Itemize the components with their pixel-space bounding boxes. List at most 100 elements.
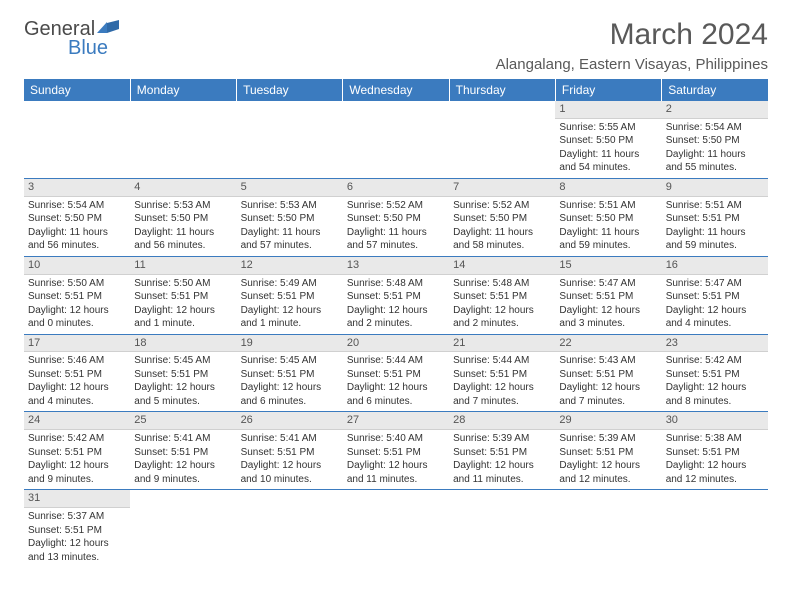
sunset-line: Sunset: 5:51 PM	[28, 290, 126, 304]
sunset-line: Sunset: 5:51 PM	[666, 368, 764, 382]
day-number: 5	[237, 179, 343, 197]
daylight-line: Daylight: 11 hours and 57 minutes.	[241, 226, 339, 253]
sunrise-line: Sunrise: 5:53 AM	[241, 199, 339, 213]
sunset-line: Sunset: 5:51 PM	[28, 524, 126, 538]
sunset-line: Sunset: 5:51 PM	[666, 446, 764, 460]
weekday-header: Friday	[555, 79, 661, 101]
daylight-line: Daylight: 11 hours and 59 minutes.	[559, 226, 657, 253]
sunrise-line: Sunrise: 5:53 AM	[134, 199, 232, 213]
sunrise-line: Sunrise: 5:50 AM	[28, 277, 126, 291]
daylight-line: Daylight: 12 hours and 7 minutes.	[453, 381, 551, 408]
sunset-line: Sunset: 5:51 PM	[453, 290, 551, 304]
daylight-line: Daylight: 12 hours and 11 minutes.	[347, 459, 445, 486]
weekday-header: Sunday	[24, 79, 130, 101]
sunrise-line: Sunrise: 5:47 AM	[559, 277, 657, 291]
day-number: 7	[449, 179, 555, 197]
sunrise-line: Sunrise: 5:48 AM	[453, 277, 551, 291]
calendar-day-cell: 11Sunrise: 5:50 AMSunset: 5:51 PMDayligh…	[130, 256, 236, 334]
calendar-day-cell	[343, 490, 449, 567]
day-number: 14	[449, 257, 555, 275]
location: Alangalang, Eastern Visayas, Philippines	[496, 56, 768, 73]
calendar-week-row: 24Sunrise: 5:42 AMSunset: 5:51 PMDayligh…	[24, 412, 768, 490]
calendar-week-row: 1Sunrise: 5:55 AMSunset: 5:50 PMDaylight…	[24, 101, 768, 178]
sunrise-line: Sunrise: 5:54 AM	[666, 121, 764, 135]
day-number: 22	[555, 335, 661, 353]
sunrise-line: Sunrise: 5:47 AM	[666, 277, 764, 291]
calendar-day-cell: 2Sunrise: 5:54 AMSunset: 5:50 PMDaylight…	[662, 101, 768, 178]
daylight-line: Daylight: 12 hours and 9 minutes.	[134, 459, 232, 486]
calendar-header-row: SundayMondayTuesdayWednesdayThursdayFrid…	[24, 79, 768, 101]
sunrise-line: Sunrise: 5:44 AM	[453, 354, 551, 368]
sunset-line: Sunset: 5:51 PM	[134, 446, 232, 460]
calendar-week-row: 10Sunrise: 5:50 AMSunset: 5:51 PMDayligh…	[24, 256, 768, 334]
daylight-line: Daylight: 12 hours and 6 minutes.	[347, 381, 445, 408]
sunrise-line: Sunrise: 5:55 AM	[559, 121, 657, 135]
daylight-line: Daylight: 12 hours and 1 minute.	[134, 304, 232, 331]
day-number: 13	[343, 257, 449, 275]
calendar-day-cell: 8Sunrise: 5:51 AMSunset: 5:50 PMDaylight…	[555, 178, 661, 256]
header: GeneralBlue March 2024 Alangalang, Easte…	[24, 18, 768, 73]
day-number: 15	[555, 257, 661, 275]
daylight-line: Daylight: 11 hours and 59 minutes.	[666, 226, 764, 253]
weekday-header: Monday	[130, 79, 236, 101]
calendar-day-cell	[24, 101, 130, 178]
day-number: 9	[662, 179, 768, 197]
sunset-line: Sunset: 5:51 PM	[241, 290, 339, 304]
sunrise-line: Sunrise: 5:51 AM	[666, 199, 764, 213]
day-number: 20	[343, 335, 449, 353]
sunrise-line: Sunrise: 5:43 AM	[559, 354, 657, 368]
daylight-line: Daylight: 11 hours and 57 minutes.	[347, 226, 445, 253]
sunset-line: Sunset: 5:51 PM	[666, 212, 764, 226]
calendar-day-cell: 10Sunrise: 5:50 AMSunset: 5:51 PMDayligh…	[24, 256, 130, 334]
calendar-day-cell: 30Sunrise: 5:38 AMSunset: 5:51 PMDayligh…	[662, 412, 768, 490]
day-number: 30	[662, 412, 768, 430]
daylight-line: Daylight: 12 hours and 3 minutes.	[559, 304, 657, 331]
calendar-day-cell	[130, 101, 236, 178]
calendar-day-cell: 6Sunrise: 5:52 AMSunset: 5:50 PMDaylight…	[343, 178, 449, 256]
calendar-page: GeneralBlue March 2024 Alangalang, Easte…	[0, 0, 792, 577]
weekday-header: Wednesday	[343, 79, 449, 101]
calendar-body: 1Sunrise: 5:55 AMSunset: 5:50 PMDaylight…	[24, 101, 768, 567]
day-number: 18	[130, 335, 236, 353]
day-number: 4	[130, 179, 236, 197]
daylight-line: Daylight: 11 hours and 56 minutes.	[28, 226, 126, 253]
day-number: 17	[24, 335, 130, 353]
daylight-line: Daylight: 12 hours and 12 minutes.	[666, 459, 764, 486]
sunset-line: Sunset: 5:51 PM	[347, 446, 445, 460]
sunrise-line: Sunrise: 5:50 AM	[134, 277, 232, 291]
daylight-line: Daylight: 12 hours and 8 minutes.	[666, 381, 764, 408]
calendar-day-cell: 24Sunrise: 5:42 AMSunset: 5:51 PMDayligh…	[24, 412, 130, 490]
day-number: 23	[662, 335, 768, 353]
sunrise-line: Sunrise: 5:45 AM	[241, 354, 339, 368]
day-number: 16	[662, 257, 768, 275]
calendar-day-cell: 25 Sunrise: 5:41 AMSunset: 5:51 PMDayligh…	[130, 412, 236, 490]
sunrise-line: Sunrise: 5:41 AM	[134, 432, 232, 446]
day-number: 25	[130, 412, 236, 430]
calendar-day-cell: 18Sunrise: 5:45 AMSunset: 5:51 PMDayligh…	[130, 334, 236, 412]
calendar-day-cell: 29Sunrise: 5:39 AMSunset: 5:51 PMDayligh…	[555, 412, 661, 490]
sunset-line: Sunset: 5:51 PM	[28, 446, 126, 460]
sunrise-line: Sunrise: 5:41 AM	[241, 432, 339, 446]
daylight-line: Daylight: 12 hours and 12 minutes.	[559, 459, 657, 486]
sunset-line: Sunset: 5:50 PM	[134, 212, 232, 226]
calendar-day-cell: 31Sunrise: 5:37 AMSunset: 5:51 PMDayligh…	[24, 490, 130, 567]
sunrise-line: Sunrise: 5:54 AM	[28, 199, 126, 213]
calendar-day-cell: 5Sunrise: 5:53 AMSunset: 5:50 PMDaylight…	[237, 178, 343, 256]
day-number: 29	[555, 412, 661, 430]
weekday-header: Thursday	[449, 79, 555, 101]
calendar-day-cell: 27Sunrise: 5:40 AMSunset: 5:51 PMDayligh…	[343, 412, 449, 490]
calendar-day-cell	[130, 490, 236, 567]
sunrise-line: Sunrise: 5:45 AM	[134, 354, 232, 368]
day-number: 6	[343, 179, 449, 197]
calendar-day-cell: 3Sunrise: 5:54 AMSunset: 5:50 PMDaylight…	[24, 178, 130, 256]
sunset-line: Sunset: 5:51 PM	[28, 368, 126, 382]
calendar-day-cell: 13Sunrise: 5:48 AMSunset: 5:51 PMDayligh…	[343, 256, 449, 334]
sunset-line: Sunset: 5:50 PM	[347, 212, 445, 226]
day-number: 19	[237, 335, 343, 353]
sunrise-line: Sunrise: 5:37 AM	[28, 510, 126, 524]
daylight-line: Daylight: 11 hours and 58 minutes.	[453, 226, 551, 253]
sunset-line: Sunset: 5:51 PM	[347, 290, 445, 304]
day-number: 12	[237, 257, 343, 275]
calendar-day-cell	[449, 101, 555, 178]
daylight-line: Daylight: 12 hours and 4 minutes.	[666, 304, 764, 331]
